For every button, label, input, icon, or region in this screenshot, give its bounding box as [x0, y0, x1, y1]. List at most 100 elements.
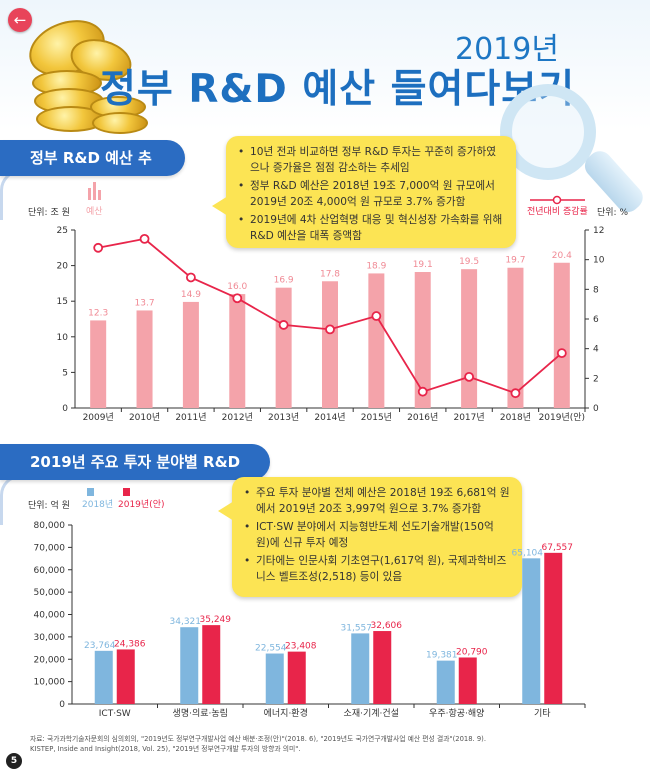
y2-tick-label: 8	[593, 285, 599, 295]
y2-tick-label: 6	[593, 315, 599, 325]
y-tick-label: 15	[57, 297, 68, 307]
bar-value-label: 19.1	[413, 260, 433, 270]
y-axis-unit: 단위: 조 원	[28, 207, 70, 218]
budget-trend-chart: 단위: 조 원 단위: % 예산 전년대비 증감률 0 5 10 15 20 25 0 2 4 6 8 10 1…	[28, 182, 628, 423]
y2-tick-label: 2	[593, 374, 599, 384]
bar	[202, 625, 221, 704]
y-axis-unit: 단위: 억 원	[28, 499, 70, 511]
y-tick-label: 50,000	[34, 588, 66, 598]
bar-value-label: 18.9	[366, 261, 386, 271]
bar-value-label: 67,557	[542, 543, 574, 553]
x-tick-label: 생명·의료·농림	[173, 707, 228, 719]
bar-value-label: 20.4	[552, 251, 572, 261]
y-tick-label: 10	[57, 333, 69, 343]
legend-swatch	[87, 488, 94, 496]
back-arrow-icon[interactable]: ←	[8, 8, 32, 32]
header-year: 2019년	[455, 32, 559, 67]
x-tick-label: 2016년	[407, 412, 438, 423]
section1-bullet: 2019년에 4차 산업혁명 대응 및 혁신성장 가속화를 위해 R&D 예산을…	[238, 213, 504, 244]
section1-bullet: 정부 R&D 예산은 2018년 19조 7,000억 원 규모에서 2019년…	[238, 179, 504, 210]
y2-tick-label: 10	[593, 256, 605, 266]
bar-value-label: 32,606	[371, 621, 403, 631]
bar	[94, 650, 113, 704]
source-note: 자료: 국가과학기술자문회의 심의회의, "2019년도 정부연구개발사업 예산…	[30, 735, 486, 753]
x-tick-label: 에너지·환경	[264, 707, 308, 719]
y-tick-label: 0	[59, 700, 65, 710]
growth-rate-point	[93, 242, 104, 253]
bar-value-label: 23,408	[285, 642, 317, 652]
x-tick-label: 2019년(안)	[539, 412, 586, 423]
bar-value-label: 17.8	[320, 269, 340, 279]
legend-label: 2018년	[82, 499, 113, 510]
x-tick-label: 2011년	[175, 412, 206, 423]
x-tick-label: 우주·항공·해양	[429, 708, 484, 719]
legend-bar-icon	[98, 190, 101, 200]
x-tick-label: 2012년	[222, 412, 253, 423]
bar	[90, 320, 107, 408]
bar	[322, 281, 338, 408]
bar-value-label: 16.9	[274, 276, 294, 286]
growth-rate-point	[464, 371, 474, 382]
bar-value-label: 31,557	[341, 623, 373, 633]
x-tick-label: 2013년	[268, 412, 299, 423]
bar	[461, 269, 478, 408]
bar	[436, 660, 455, 704]
section1-bullet: 10년 전과 비교하면 정부 R&D 투자는 꾸준히 증가하였으나 증가율은 점…	[238, 145, 504, 176]
bar	[522, 558, 541, 704]
legend-label: 2019년(안)	[118, 499, 165, 510]
bar	[414, 272, 431, 408]
x-tick-label: 2018년	[500, 412, 531, 423]
y-tick-label: 30,000	[34, 633, 66, 643]
y-tick-label: 70,000	[34, 543, 66, 553]
legend-bar-icon	[88, 188, 91, 200]
growth-rate-point	[556, 348, 567, 359]
bar-value-label: 19.7	[505, 256, 525, 266]
page-number: 5	[6, 753, 22, 769]
y-tick-label: 5	[62, 368, 68, 378]
bar	[553, 262, 570, 408]
y-tick-label: 25	[57, 226, 68, 236]
legend-swatch	[123, 488, 130, 496]
growth-rate-point	[232, 293, 243, 304]
y-tick-label: 40,000	[34, 611, 66, 621]
bar	[136, 310, 153, 408]
bar	[275, 287, 292, 408]
legend-bar-label: 예산	[86, 206, 103, 217]
growth-rate-point	[186, 272, 196, 283]
bar-value-label: 35,249	[200, 615, 232, 625]
section1-callout: 10년 전과 비교하면 정부 R&D 투자는 꾸준히 증가하였으나 증가율은 점…	[212, 136, 516, 248]
bar	[351, 633, 370, 704]
y-tick-label: 20	[57, 262, 69, 272]
section2-bullet: 기타에는 인문사회 기초연구(1,617억 원), 국제과학비즈니스 벨트조성(…	[244, 554, 510, 585]
page-title: 정부 R&D 예산 들여다보기	[100, 67, 576, 112]
bar-value-label: 16.0	[227, 282, 247, 292]
legend-bar-icon	[93, 182, 96, 200]
bar-value-label: 12.3	[88, 308, 108, 318]
x-tick-label: 2010년	[129, 412, 160, 423]
bar-value-label: 65,104	[512, 548, 544, 558]
growth-rate-point	[417, 386, 428, 397]
sector-budget-chart: 단위: 억 원 2018년 2019년(안) 0 10,000 20,000 30,000 4…	[28, 488, 586, 719]
y-tick-label: 80,000	[34, 521, 66, 531]
bar	[544, 552, 563, 704]
x-tick-label: 2009년	[83, 412, 114, 423]
bar-value-label: 22,554	[255, 644, 287, 654]
y2-tick-label: 4	[593, 345, 599, 355]
growth-rate-point	[278, 320, 289, 330]
x-tick-label: 2017년	[453, 412, 484, 423]
section1-title: 정부 R&D 예산 추이	[0, 140, 185, 203]
growth-rate-point	[510, 388, 521, 399]
bar-value-label: 14.9	[181, 290, 201, 300]
bar	[229, 294, 246, 408]
bar-value-label: 34,321	[170, 617, 202, 627]
bar	[265, 653, 284, 704]
x-tick-label: 2014년	[314, 412, 345, 423]
bar-value-label: 20,790	[456, 647, 488, 657]
bar	[507, 267, 524, 408]
bar	[368, 273, 385, 408]
y-tick-label: 20,000	[34, 655, 66, 665]
bar	[180, 627, 199, 704]
section2-bullet: ICT·SW 분야에서 지능형반도체 선도기술개발(150억 원)에 신규 투자…	[244, 520, 510, 551]
section2-callout: 주요 투자 분야별 전체 예산은 2018년 19조 6,681억 원에서 20…	[218, 477, 522, 597]
y2-tick-label: 0	[593, 404, 599, 414]
